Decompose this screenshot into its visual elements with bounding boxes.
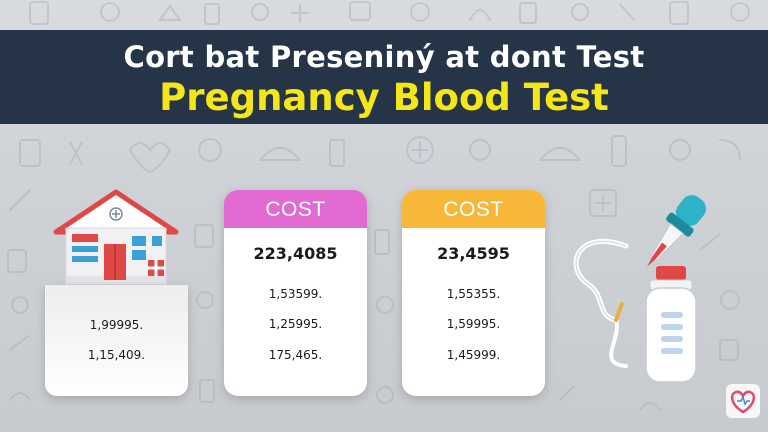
clinic-main-value: 223,4085 [253,244,338,263]
page-subtitle: Cort bat Preseniný at dont Test [123,40,645,74]
title-banner [0,30,768,124]
lab-value-2: 1,59995. [446,317,501,331]
clinic-cost-card: COST 223,4085 1,53599. 1,25995. 175,465. [224,190,367,396]
lab-cost-card: COST 23,4595 1,55355. 1,59995. 1,45999. [402,190,545,396]
home-value-1: 1,99995. [89,318,144,332]
clinic-value-3: 175,465. [268,348,323,362]
lab-value-1: 1,55355. [446,287,501,301]
house-icon [53,189,179,285]
heart-logo-icon [726,384,760,418]
lab-main-value: 23,4595 [437,244,510,263]
blood-test-kit-icon [573,195,706,383]
clinic-value-1: 1,53599. [268,287,323,301]
home-value-2: 1,15,409. [87,348,146,362]
clinic-cost-label: COST [224,190,367,228]
page-title: Pregnancy Blood Test [159,76,609,119]
home-cost-card: 1,99995. 1,15,409. [45,285,188,396]
lab-cost-label: COST [402,190,545,228]
clinic-value-2: 1,25995. [268,317,323,331]
lab-value-3: 1,45999. [446,348,501,362]
